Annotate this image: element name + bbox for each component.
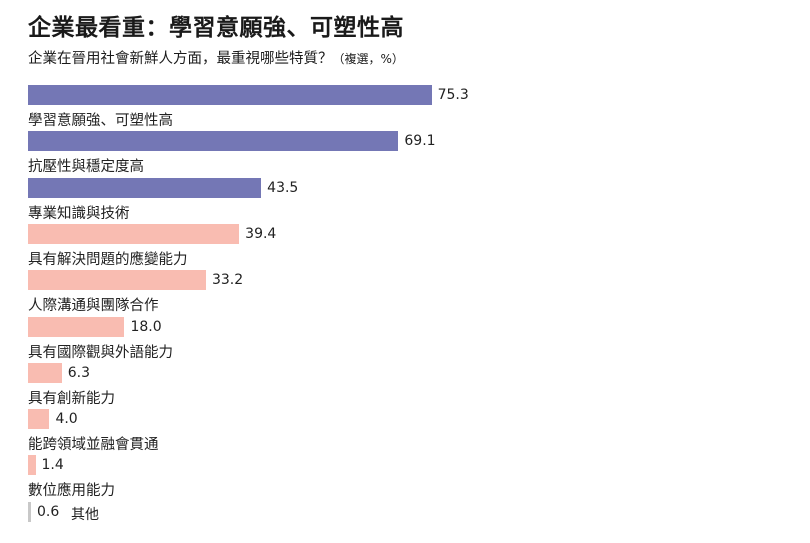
category-label-2: 抗壓性與穩定度高 (28, 159, 144, 176)
category-label-1: 學習意願強、可塑性高 (28, 113, 173, 129)
bar-10 (28, 501, 31, 522)
category-label-7: 具有創新能力 (28, 390, 115, 407)
chart-subtitle: 企業在晉用社會新鮮人方面，最重視哪些特質？（複選，%） (28, 47, 404, 68)
bar-value-8: 4.0 (55, 411, 78, 428)
chart-subtitle-note: （複選，%） (332, 52, 404, 66)
bar-value-1: 75.3 (437, 87, 469, 103)
bar-value-10: 0.6 (37, 503, 60, 520)
category-label-9: 數位應用能力 (28, 483, 115, 500)
category-label-3: 專業知識與技術 (28, 205, 130, 222)
bar-9 (28, 455, 36, 476)
bar-value-5: 33.2 (211, 272, 244, 289)
category-label-8: 能跨領域並融會貫通 (28, 437, 159, 454)
bar-value-6: 18.0 (130, 318, 162, 335)
bar-value-4: 39.4 (245, 225, 277, 242)
category-label-5: 人際溝通與團隊合作 (28, 298, 159, 315)
bar-value-7: 6.3 (67, 364, 91, 381)
bar-8 (28, 409, 50, 430)
bar-value-3: 43.5 (267, 179, 299, 196)
bar-4 (28, 223, 240, 244)
category-label-4: 具有解決問題的應變能力 (28, 251, 188, 268)
category-label-10: 其他 (71, 506, 99, 523)
bar-3 (28, 177, 262, 198)
bar-7 (28, 362, 62, 383)
bar-1 (28, 85, 432, 105)
category-label-6: 具有國際觀與外語能力 (28, 344, 173, 361)
bar-2 (28, 131, 399, 152)
bar-value-2: 69.1 (404, 133, 436, 150)
bar-5 (28, 270, 206, 291)
chart-subtitle-text: 企業在晉用社會新鮮人方面，最重視哪些特質？ (28, 51, 333, 67)
bar-6 (28, 316, 125, 337)
chart-title: 企業最看重：學習意願強、可塑性高 (28, 15, 404, 41)
bar-value-9: 1.4 (41, 457, 64, 474)
